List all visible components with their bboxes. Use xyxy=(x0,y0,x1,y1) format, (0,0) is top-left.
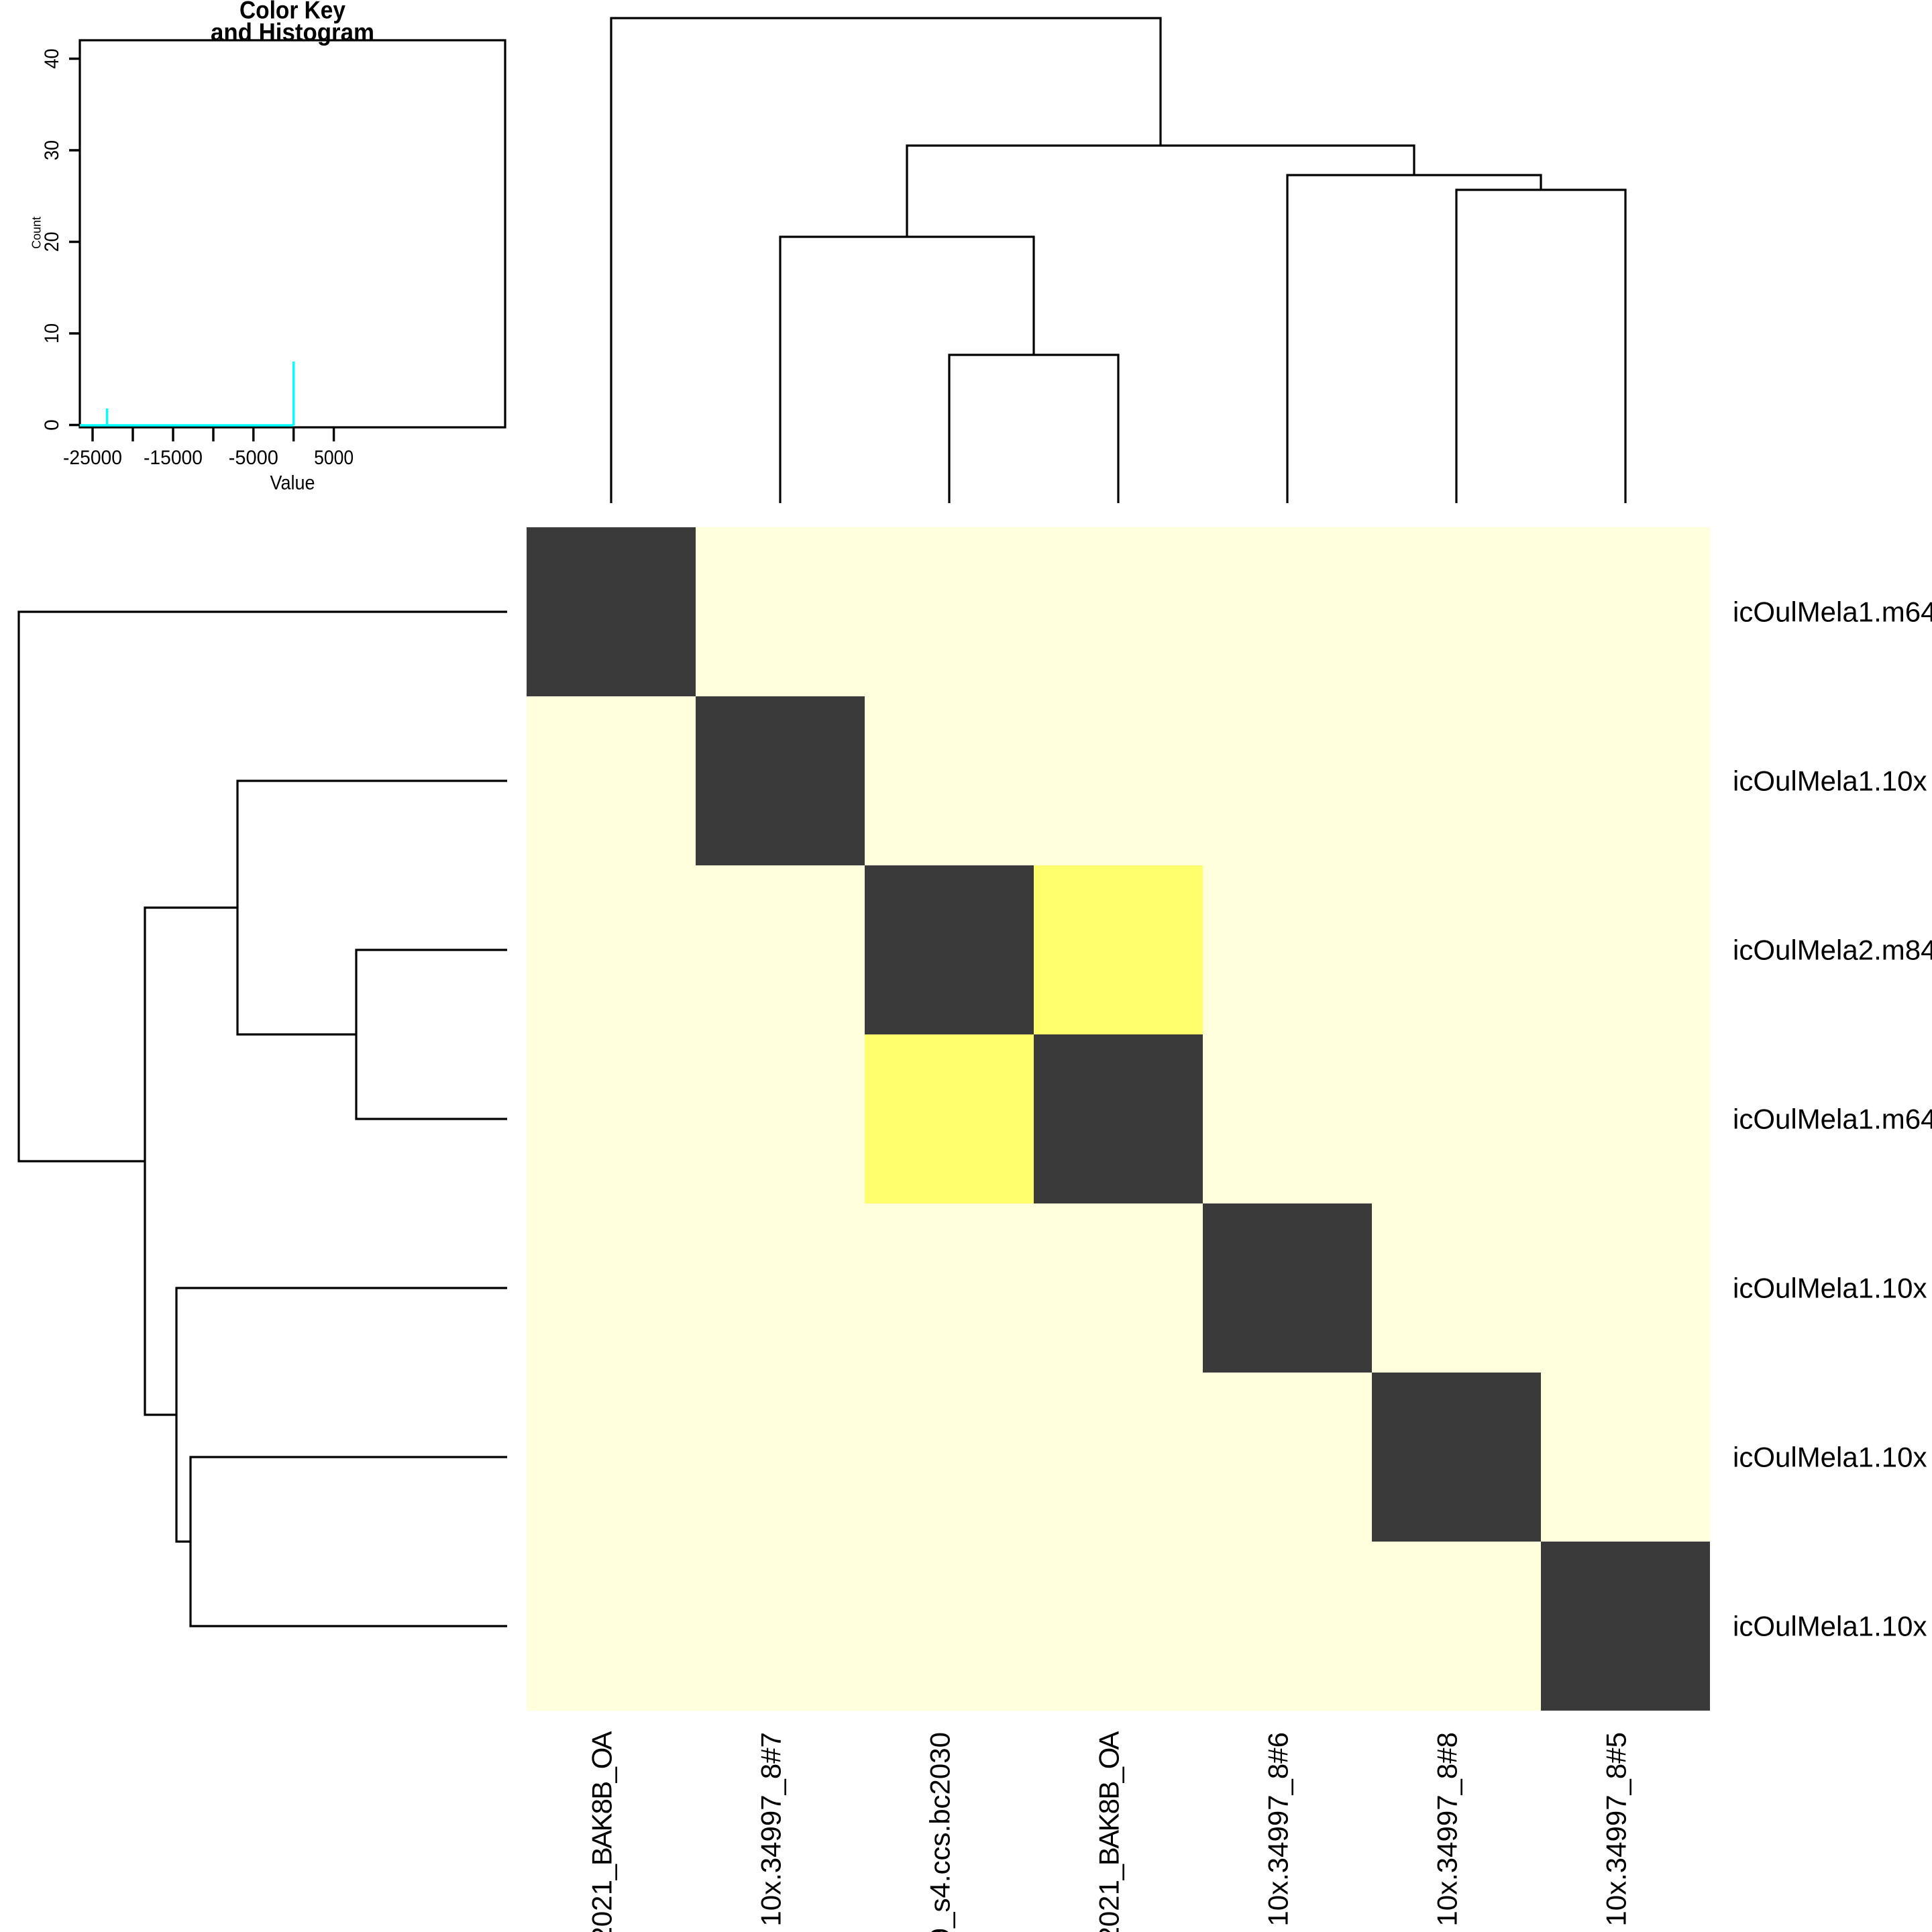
svg-text:40: 40 xyxy=(41,49,63,69)
svg-text:Value: Value xyxy=(270,472,315,494)
svg-text:2021_BAK8B_OA: 2021_BAK8B_OA xyxy=(1093,1731,1125,1932)
svg-text:0: 0 xyxy=(41,419,63,431)
svg-text:icOulMela1.10x: icOulMela1.10x xyxy=(1733,765,1927,797)
svg-text:icOulMela1.10x: icOulMela1.10x xyxy=(1733,1442,1927,1473)
svg-text:10x.34997_8#5: 10x.34997_8#5 xyxy=(1601,1732,1632,1927)
svg-text:10x.34997_8#8: 10x.34997_8#8 xyxy=(1432,1732,1463,1927)
svg-text:10x.34997_8#7: 10x.34997_8#7 xyxy=(755,1732,787,1927)
svg-text:20: 20 xyxy=(41,232,63,252)
svg-text:icOulMela1.m64: icOulMela1.m64 xyxy=(1733,1104,1932,1135)
svg-text:-5000: -5000 xyxy=(229,447,278,469)
svg-text:10x.34997_8#6: 10x.34997_8#6 xyxy=(1263,1732,1294,1927)
svg-text:and Histogram: and Histogram xyxy=(211,19,374,46)
svg-text:icOulMela1.10x: icOulMela1.10x xyxy=(1733,1611,1927,1642)
svg-text:Color Key: Color Key xyxy=(239,0,345,24)
svg-text:5000: 5000 xyxy=(314,447,354,469)
svg-text:2021_BAK8B_OA: 2021_BAK8B_OA xyxy=(586,1731,618,1932)
svg-text:icOulMela1.10x: icOulMela1.10x xyxy=(1733,1273,1927,1304)
svg-text:Count: Count xyxy=(30,217,44,249)
svg-text:icOulMela2.m84: icOulMela2.m84 xyxy=(1733,934,1932,966)
svg-text:30: 30 xyxy=(41,140,63,160)
svg-text:10: 10 xyxy=(41,323,63,343)
svg-text:icOulMela1.m64: icOulMela1.m64 xyxy=(1733,596,1932,628)
svg-text:-25000: -25000 xyxy=(63,447,122,469)
svg-text:-15000: -15000 xyxy=(144,447,203,469)
svg-text:9_s4.ccs.bc2030: 9_s4.ccs.bc2030 xyxy=(924,1732,956,1932)
